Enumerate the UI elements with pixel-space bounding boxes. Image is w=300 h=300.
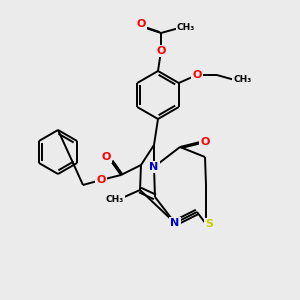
Text: O: O xyxy=(192,70,202,80)
Text: O: O xyxy=(200,137,210,147)
Text: O: O xyxy=(136,19,146,29)
Text: O: O xyxy=(96,175,106,185)
Text: CH₃: CH₃ xyxy=(177,23,195,32)
Text: N: N xyxy=(170,218,180,228)
Text: N: N xyxy=(149,162,159,172)
Text: S: S xyxy=(205,219,213,229)
Text: CH₃: CH₃ xyxy=(234,76,252,85)
Text: O: O xyxy=(156,46,166,56)
Text: O: O xyxy=(101,152,111,162)
Text: CH₃: CH₃ xyxy=(106,196,124,205)
